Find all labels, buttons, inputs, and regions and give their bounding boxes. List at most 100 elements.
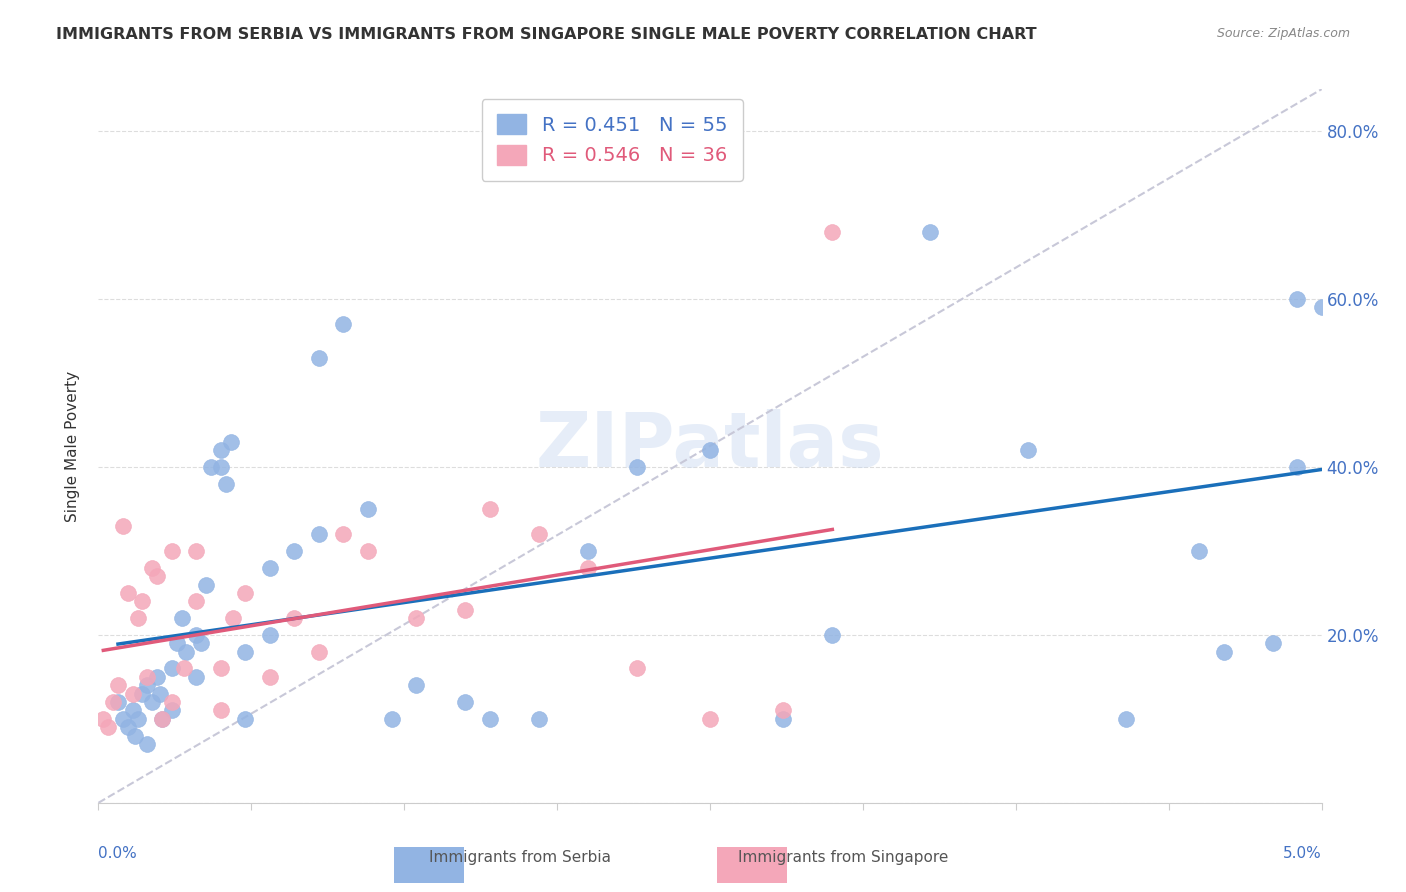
Point xyxy=(146,569,169,583)
Point xyxy=(821,225,844,239)
Point xyxy=(186,594,208,608)
Point xyxy=(259,670,281,684)
Point xyxy=(308,527,330,541)
Point xyxy=(117,586,139,600)
Point xyxy=(160,544,183,558)
Point xyxy=(454,695,477,709)
Point xyxy=(259,560,281,574)
Point xyxy=(141,560,163,574)
Point xyxy=(160,703,183,717)
Point xyxy=(209,661,232,675)
Point xyxy=(356,502,378,516)
Text: Source: ZipAtlas.com: Source: ZipAtlas.com xyxy=(1216,27,1350,40)
Point xyxy=(131,687,153,701)
Point xyxy=(186,670,208,684)
Point xyxy=(176,645,198,659)
Text: Immigrants from Serbia: Immigrants from Serbia xyxy=(429,850,612,865)
Point xyxy=(160,695,183,709)
Point xyxy=(1115,712,1137,726)
Point xyxy=(200,460,222,475)
Point xyxy=(186,544,208,558)
Point xyxy=(214,476,236,491)
Point xyxy=(283,544,305,558)
Point xyxy=(160,661,183,675)
Point xyxy=(259,628,281,642)
Point xyxy=(222,611,245,625)
Point xyxy=(91,712,114,726)
Point xyxy=(121,687,143,701)
Point xyxy=(233,586,256,600)
Point xyxy=(821,628,844,642)
Point xyxy=(478,712,501,726)
Point xyxy=(920,225,942,239)
Point xyxy=(527,712,550,726)
Point xyxy=(332,318,354,332)
Point xyxy=(150,712,173,726)
Point xyxy=(1212,645,1234,659)
Point xyxy=(1017,443,1039,458)
Point xyxy=(107,695,129,709)
Point xyxy=(209,443,232,458)
Point xyxy=(136,670,159,684)
Point xyxy=(117,720,139,734)
Point xyxy=(146,670,169,684)
Point xyxy=(136,678,159,692)
Point xyxy=(405,678,427,692)
Point xyxy=(149,687,172,701)
Point xyxy=(141,695,163,709)
Point xyxy=(186,628,208,642)
Point xyxy=(405,611,427,625)
Point xyxy=(233,645,256,659)
Y-axis label: Single Male Poverty: Single Male Poverty xyxy=(65,370,80,522)
Text: IMMIGRANTS FROM SERBIA VS IMMIGRANTS FROM SINGAPORE SINGLE MALE POVERTY CORRELAT: IMMIGRANTS FROM SERBIA VS IMMIGRANTS FRO… xyxy=(56,27,1036,42)
Point xyxy=(195,577,218,591)
Point xyxy=(107,678,129,692)
Point xyxy=(332,527,354,541)
Point xyxy=(576,544,599,558)
Text: 5.0%: 5.0% xyxy=(1282,846,1322,861)
Point xyxy=(699,443,721,458)
Point xyxy=(150,712,173,726)
Point xyxy=(1286,292,1309,306)
Point xyxy=(308,351,330,365)
Point xyxy=(626,661,648,675)
Point xyxy=(209,703,232,717)
Text: ZIPatlas: ZIPatlas xyxy=(536,409,884,483)
Point xyxy=(478,502,501,516)
Point xyxy=(1310,301,1333,315)
Point xyxy=(209,460,232,475)
Text: 0.0%: 0.0% xyxy=(98,846,138,861)
Point xyxy=(233,712,256,726)
Point xyxy=(1286,460,1309,475)
Point xyxy=(136,737,159,751)
Point xyxy=(190,636,212,650)
Point xyxy=(283,611,305,625)
Point xyxy=(111,712,134,726)
Point xyxy=(121,703,143,717)
Point xyxy=(127,611,149,625)
Point xyxy=(576,560,599,574)
Point xyxy=(772,712,794,726)
Point xyxy=(166,636,188,650)
Point xyxy=(127,712,149,726)
Point xyxy=(1188,544,1211,558)
Point xyxy=(626,460,648,475)
Point xyxy=(97,720,120,734)
Point xyxy=(124,729,146,743)
Point xyxy=(356,544,378,558)
Point xyxy=(1261,636,1284,650)
Point xyxy=(111,518,134,533)
Text: Immigrants from Singapore: Immigrants from Singapore xyxy=(738,850,949,865)
Point xyxy=(173,661,195,675)
Point xyxy=(219,434,242,449)
Point xyxy=(308,645,330,659)
Point xyxy=(131,594,153,608)
Point xyxy=(699,712,721,726)
Point xyxy=(170,611,193,625)
Point xyxy=(527,527,550,541)
Point xyxy=(454,603,477,617)
Point xyxy=(381,712,404,726)
Legend: R = 0.451   N = 55, R = 0.546   N = 36: R = 0.451 N = 55, R = 0.546 N = 36 xyxy=(481,99,742,181)
Point xyxy=(101,695,124,709)
Point xyxy=(772,703,794,717)
